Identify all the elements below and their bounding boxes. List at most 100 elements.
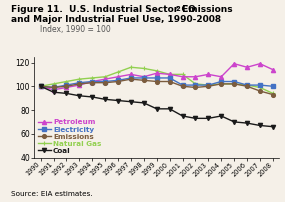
Electricity bbox=[258, 84, 262, 86]
Coal bbox=[52, 91, 55, 93]
Electricity bbox=[271, 85, 274, 87]
Coal bbox=[155, 108, 158, 110]
Emissions bbox=[142, 79, 146, 82]
Coal bbox=[39, 85, 42, 87]
Petroleum bbox=[181, 76, 184, 78]
Natural Gas bbox=[194, 83, 197, 85]
Emissions bbox=[78, 83, 81, 85]
Petroleum bbox=[91, 80, 94, 83]
Emissions bbox=[52, 86, 55, 89]
Coal bbox=[219, 115, 223, 117]
Petroleum bbox=[219, 76, 223, 78]
Petroleum bbox=[155, 72, 158, 74]
Petroleum bbox=[39, 85, 42, 87]
Natural Gas bbox=[129, 66, 133, 68]
Line: Emissions: Emissions bbox=[39, 77, 275, 97]
Emissions bbox=[129, 78, 133, 80]
Natural Gas bbox=[39, 85, 42, 87]
Electricity bbox=[116, 79, 120, 82]
Emissions bbox=[103, 81, 107, 84]
Electricity bbox=[168, 77, 171, 79]
Coal bbox=[168, 108, 171, 110]
Text: Emissions: Emissions bbox=[179, 5, 233, 14]
Petroleum bbox=[65, 86, 68, 89]
Coal bbox=[181, 115, 184, 117]
Line: Coal: Coal bbox=[38, 84, 275, 129]
Natural Gas bbox=[207, 84, 210, 86]
Electricity bbox=[207, 84, 210, 86]
Electricity bbox=[65, 84, 68, 86]
Text: Figure 11.  U.S. Industrial Sector CO: Figure 11. U.S. Industrial Sector CO bbox=[11, 5, 196, 14]
Emissions bbox=[245, 85, 249, 87]
Petroleum bbox=[168, 73, 171, 76]
Petroleum bbox=[233, 62, 236, 65]
Emissions bbox=[155, 80, 158, 83]
Petroleum bbox=[103, 78, 107, 80]
Coal bbox=[116, 99, 120, 102]
Emissions bbox=[39, 85, 42, 87]
Emissions bbox=[181, 85, 184, 87]
Electricity bbox=[142, 77, 146, 79]
Petroleum bbox=[207, 73, 210, 76]
Petroleum bbox=[271, 68, 274, 71]
Electricity bbox=[219, 80, 223, 83]
Coal bbox=[194, 117, 197, 120]
Text: 2: 2 bbox=[175, 6, 180, 13]
Electricity bbox=[91, 80, 94, 83]
Coal bbox=[233, 121, 236, 123]
Electricity bbox=[129, 77, 133, 79]
Petroleum bbox=[194, 76, 197, 78]
Natural Gas bbox=[103, 76, 107, 78]
Electricity bbox=[103, 80, 107, 83]
Natural Gas bbox=[181, 73, 184, 76]
Petroleum bbox=[116, 76, 120, 78]
Electricity bbox=[39, 85, 42, 87]
Natural Gas bbox=[155, 70, 158, 72]
Line: Natural Gas: Natural Gas bbox=[38, 65, 275, 96]
Petroleum bbox=[52, 89, 55, 91]
Emissions bbox=[233, 83, 236, 85]
Line: Petroleum: Petroleum bbox=[38, 62, 275, 92]
Natural Gas bbox=[233, 83, 236, 85]
Electricity bbox=[155, 77, 158, 79]
Text: Index, 1990 = 100: Index, 1990 = 100 bbox=[40, 25, 111, 34]
Emissions bbox=[271, 93, 274, 96]
Natural Gas bbox=[65, 80, 68, 83]
Emissions bbox=[258, 90, 262, 92]
Emissions bbox=[65, 85, 68, 87]
Emissions bbox=[91, 81, 94, 84]
Coal bbox=[103, 98, 107, 101]
Coal bbox=[91, 96, 94, 98]
Text: and Major Industrial Fuel Use, 1990-2008: and Major Industrial Fuel Use, 1990-2008 bbox=[11, 15, 221, 24]
Natural Gas bbox=[142, 67, 146, 70]
Natural Gas bbox=[78, 78, 81, 80]
Legend: Petroleum, Electricity, Emissions, Natural Gas, Coal: Petroleum, Electricity, Emissions, Natur… bbox=[38, 119, 101, 154]
Electricity bbox=[233, 80, 236, 83]
Electricity bbox=[52, 86, 55, 89]
Coal bbox=[129, 101, 133, 103]
Natural Gas bbox=[52, 83, 55, 85]
Natural Gas bbox=[258, 86, 262, 89]
Petroleum bbox=[78, 84, 81, 86]
Natural Gas bbox=[245, 84, 249, 86]
Petroleum bbox=[245, 66, 249, 68]
Emissions bbox=[219, 83, 223, 85]
Coal bbox=[207, 117, 210, 120]
Line: Electricity: Electricity bbox=[39, 76, 275, 89]
Petroleum bbox=[142, 76, 146, 78]
Coal bbox=[271, 125, 274, 128]
Natural Gas bbox=[271, 92, 274, 95]
Coal bbox=[245, 122, 249, 124]
Coal bbox=[258, 124, 262, 127]
Natural Gas bbox=[219, 83, 223, 85]
Electricity bbox=[194, 84, 197, 86]
Electricity bbox=[181, 84, 184, 86]
Natural Gas bbox=[91, 77, 94, 79]
Coal bbox=[78, 95, 81, 97]
Emissions bbox=[168, 80, 171, 83]
Electricity bbox=[78, 81, 81, 84]
Coal bbox=[65, 92, 68, 95]
Text: Source: EIA estimates.: Source: EIA estimates. bbox=[11, 191, 93, 197]
Emissions bbox=[207, 85, 210, 87]
Coal bbox=[142, 102, 146, 104]
